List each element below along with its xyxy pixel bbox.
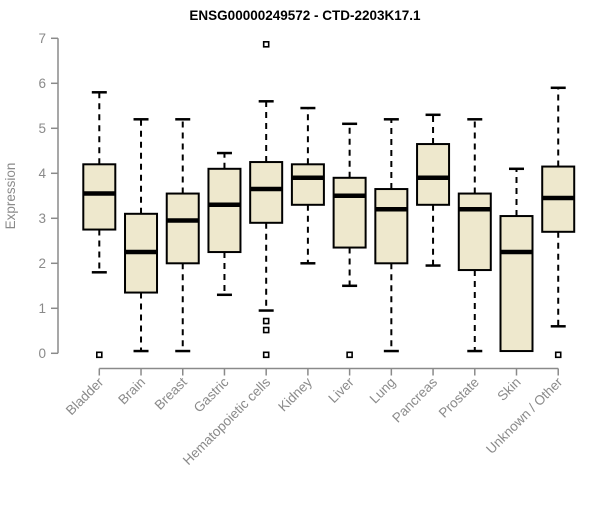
x-tick-label-gastric: Gastric [191,374,232,415]
outlier-point [554,351,562,359]
x-tick-label-pancreas: Pancreas [389,374,440,425]
y-axis-label: Expression [3,163,18,230]
iqr-box [416,143,451,206]
box-kidney [290,106,325,265]
box-unknown-other [541,86,576,359]
chart-title: ENSG00000249572 - CTD-2203K17.1 [189,8,421,23]
box-skin [499,167,534,353]
y-tick-label: 5 [38,121,46,136]
outlier-point [262,317,270,325]
iqr-box [332,176,367,249]
iqr-box [290,163,325,206]
box-bladder [82,91,117,359]
y-tick-label: 2 [38,256,46,271]
outlier-point [262,326,270,334]
iqr-box [457,192,492,272]
x-tick-label-bladder: Bladder [63,374,107,418]
iqr-box [374,188,409,265]
outlier-point [262,40,270,48]
box-prostate [457,118,492,353]
y-tick-label: 3 [38,211,46,226]
x-tick-label-breast: Breast [152,374,190,412]
iqr-box [249,161,284,224]
box-pancreas [416,113,451,267]
box-liver [332,122,367,359]
iqr-box [165,192,200,265]
iqr-box [207,167,242,254]
x-tick-label-lung: Lung [367,375,399,407]
box-hematopoietic-cells [249,40,284,359]
y-tick-label: 7 [38,31,46,46]
x-tick-label-brain: Brain [115,375,148,408]
x-tick-label-skin: Skin [494,375,523,404]
x-tick-label-liver: Liver [325,374,357,406]
x-tick-label-prostate: Prostate [436,375,482,421]
box-breast [165,118,200,353]
iqr-box [82,163,117,231]
box-lung [374,118,409,353]
outlier-point [96,351,103,359]
iqr-box [499,215,534,353]
y-tick-label: 6 [38,76,46,91]
y-tick-label: 0 [38,346,46,361]
x-tick-label-kidney: Kidney [275,374,315,414]
outlier-point [262,351,270,359]
box-brain [124,118,159,353]
y-tick-label: 1 [38,301,46,316]
y-tick-label: 4 [38,166,46,181]
x-tick-label-unknown-other: Unknown / Other [483,374,566,457]
box-gastric [207,151,242,297]
boxes [82,40,576,359]
outlier-point [346,351,353,359]
